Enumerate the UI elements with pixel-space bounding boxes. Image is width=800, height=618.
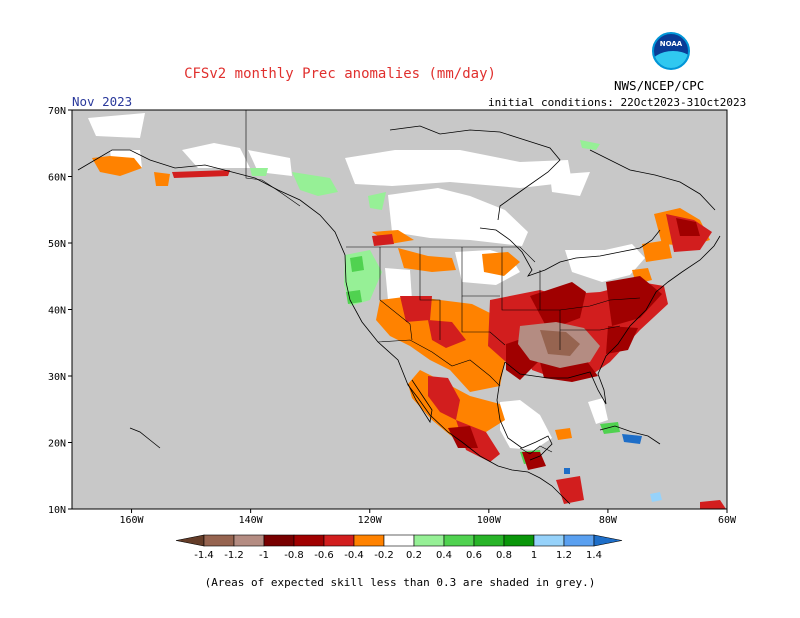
- legend-swatch: [175, 534, 205, 547]
- lon-tick-label: 120W: [358, 515, 383, 526]
- lat-tick-label: 10N: [48, 505, 66, 516]
- lat-tick-label: 40N: [48, 306, 66, 317]
- lat-tick-label: 50N: [48, 239, 66, 250]
- lon-tick-label: 80W: [599, 515, 618, 526]
- legend-label: 1.2: [556, 550, 572, 561]
- latitude-axis: 70N 60N 50N 40N 30N 20N 10N: [48, 106, 72, 516]
- legend-label: 0.6: [466, 550, 482, 561]
- legend-swatch: [353, 534, 385, 547]
- color-legend: -1.4 -1.2 -1 -0.8 -0.6 -0.4 -0.2 0.2 0.4 0.6 0.8 1 1…: [175, 534, 623, 561]
- wet-blue-light-areas: [650, 492, 662, 502]
- legend-swatch: [473, 534, 505, 547]
- legend-label: 0.4: [436, 550, 452, 561]
- legend-swatch: [563, 534, 595, 547]
- lon-tick-label: 140W: [239, 515, 264, 526]
- legend-label: -0.4: [344, 550, 364, 561]
- lat-tick-label: 30N: [48, 372, 66, 383]
- legend-swatch: [383, 534, 415, 547]
- longitude-axis: 160W 140W 120W 100W 80W 60W: [119, 509, 737, 526]
- lat-tick-label: 70N: [48, 106, 66, 117]
- legend-label: 1.4: [586, 550, 602, 561]
- wet-strong-areas: [564, 434, 642, 474]
- agency-label: NWS/NCEP/CPC: [614, 78, 705, 93]
- lat-tick-label: 60N: [48, 173, 66, 184]
- legend-swatch: [203, 534, 235, 547]
- legend-swatch: [503, 534, 535, 547]
- legend-label: -1.2: [224, 550, 244, 561]
- chart-title: CFSv2 monthly Prec anomalies (mm/day): [184, 66, 496, 82]
- legend-swatch: [293, 534, 325, 547]
- legend-label: -0.2: [374, 550, 394, 561]
- legend-swatch: [413, 534, 445, 547]
- lat-tick-label: 20N: [48, 439, 66, 450]
- lon-tick-label: 100W: [477, 515, 502, 526]
- lon-tick-label: 160W: [119, 515, 144, 526]
- lon-tick-label: 60W: [718, 515, 737, 526]
- legend-label: 0.2: [406, 550, 422, 561]
- legend-label: -0.8: [284, 550, 304, 561]
- legend-swatch: [263, 534, 295, 547]
- legend-label: 0.8: [496, 550, 512, 561]
- initial-conditions: initial conditions: 22Oct2023-31Oct2023: [488, 96, 747, 109]
- anomaly-fields: [77, 110, 726, 509]
- legend-swatch: [533, 534, 565, 547]
- coastlines: [77, 125, 721, 505]
- legend-swatch: [443, 534, 475, 547]
- political-borders: [245, 110, 641, 455]
- legend-swatch: [323, 534, 355, 547]
- legend-label: -1.4: [194, 550, 214, 561]
- legend-swatch: [233, 534, 265, 547]
- legend-label: -1: [259, 550, 269, 561]
- footnote: (Areas of expected skill less than 0.3 a…: [204, 576, 596, 589]
- legend-label: -0.6: [314, 550, 334, 561]
- forecast-month: Nov 2023: [72, 94, 133, 109]
- legend-label: 1: [531, 550, 537, 561]
- legend-swatch: [593, 534, 623, 547]
- noaa-logo-icon: NOAA: [652, 32, 690, 70]
